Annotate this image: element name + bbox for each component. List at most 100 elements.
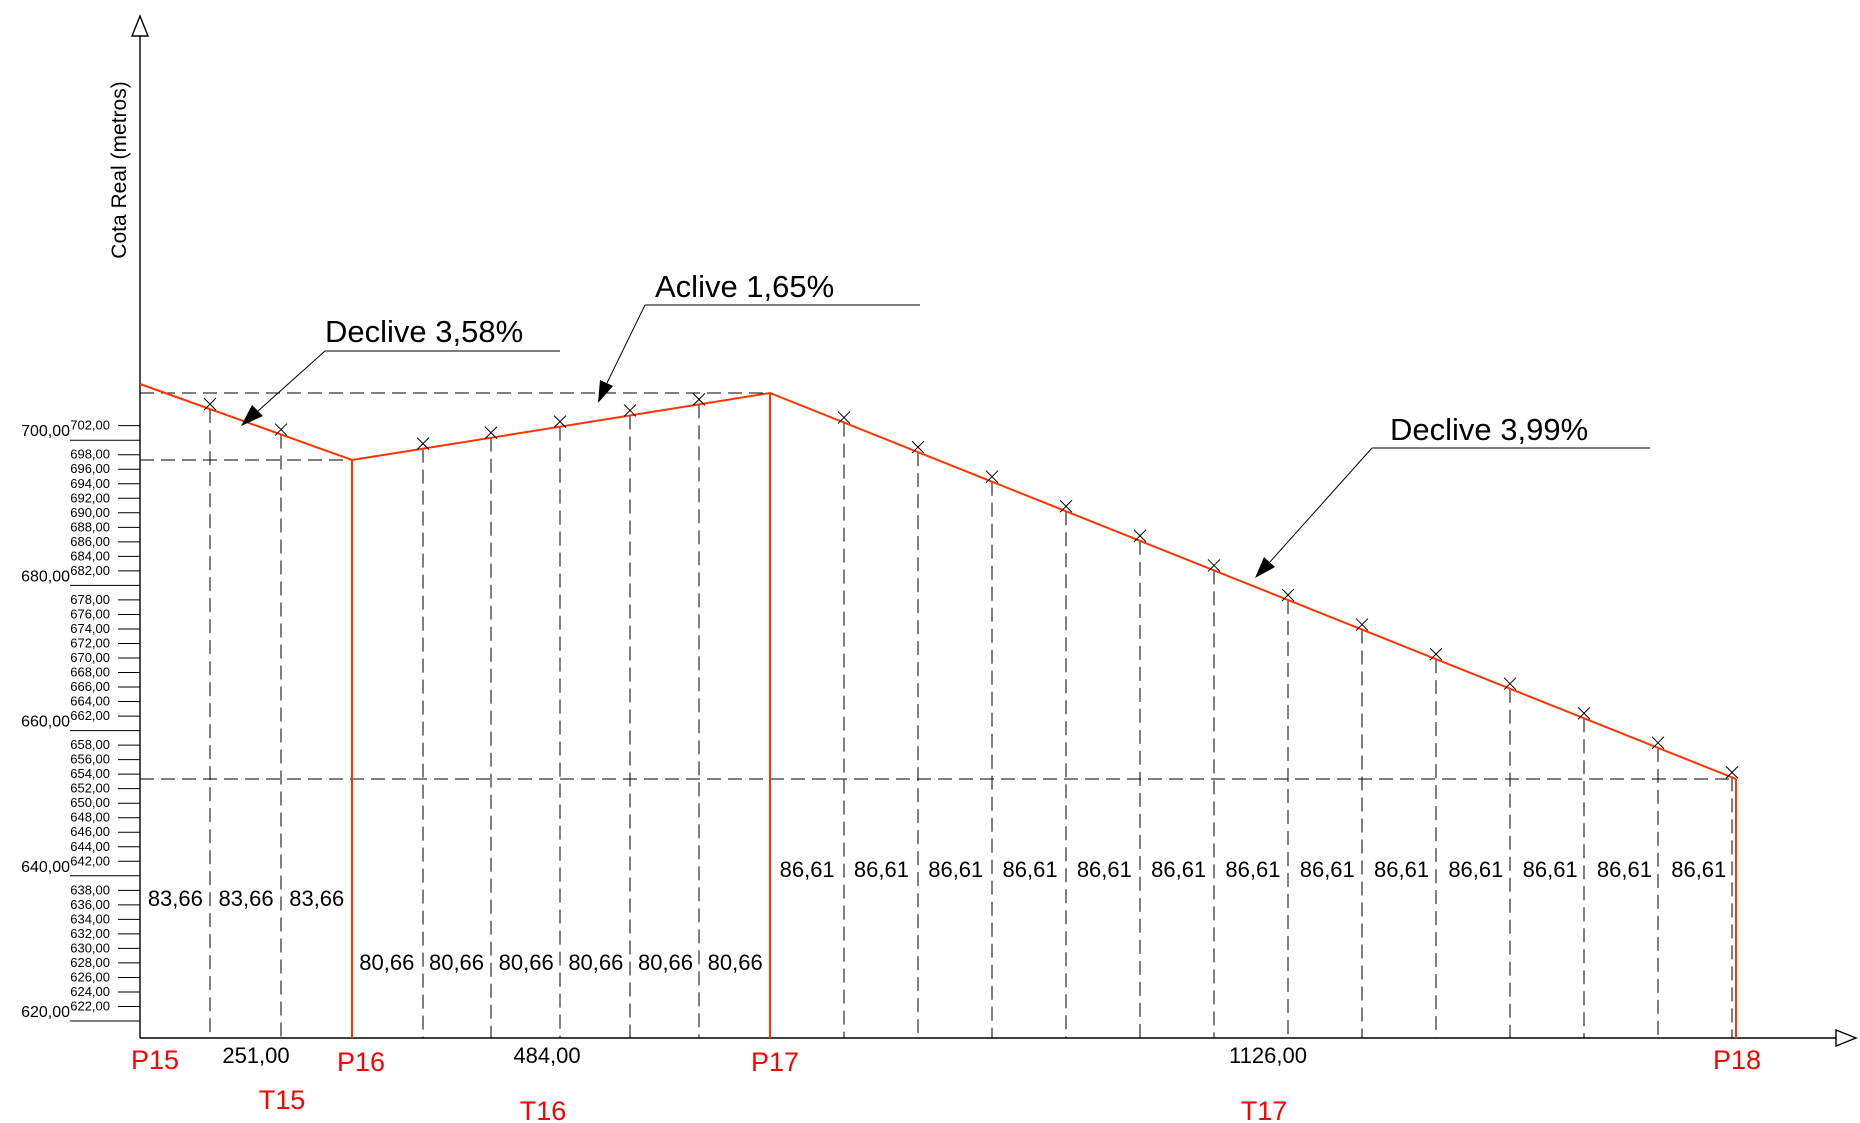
y-tick-label: 692,00	[70, 490, 110, 505]
callout-3-arrow-icon	[1255, 557, 1275, 578]
distance-label: 80,66	[638, 950, 693, 975]
station-mark-icon	[1207, 559, 1221, 572]
dashed-guides	[140, 392, 1736, 1038]
segment-label-t16: T16	[520, 1096, 567, 1123]
y-tick-label: 662,00	[70, 708, 110, 723]
y-tick-label: 650,00	[70, 795, 110, 810]
y-tick-label-major: 640,00	[21, 859, 70, 876]
station-mark-icon	[1281, 588, 1295, 602]
segment-length-t16: 484,00	[513, 1043, 580, 1068]
station-mark-icon	[1577, 706, 1591, 720]
y-tick-label: 638,00	[70, 882, 110, 897]
distance-label: 80,66	[568, 950, 623, 975]
station-mark-icon	[623, 404, 637, 417]
distance-label: 86,61	[1151, 857, 1206, 882]
y-tick-label: 636,00	[70, 897, 110, 912]
callout-2-arrow-icon	[598, 380, 613, 403]
station-mark-icon	[553, 415, 567, 429]
y-tick-label: 690,00	[70, 505, 110, 520]
distance-label: 86,61	[1225, 857, 1280, 882]
distance-label: 80,66	[359, 950, 414, 975]
callout-3-line	[1268, 447, 1373, 564]
station-marks	[203, 393, 1739, 779]
segment-length-t17: 1126,00	[1229, 1043, 1307, 1068]
distance-label: 86,61	[1300, 857, 1355, 882]
y-tick-label: 672,00	[70, 635, 110, 650]
distance-label: 86,61	[1374, 857, 1429, 882]
y-tick-label: 702,00	[70, 418, 110, 433]
y-tick-label: 622,00	[70, 998, 110, 1013]
y-tick-label: 642,00	[70, 853, 110, 868]
station-mark-icon	[274, 423, 288, 436]
station-labels: P15 P16 P17 P18 T15 T16 T17 251,00 484,0…	[131, 1043, 1761, 1123]
segment-label-t17: T17	[1241, 1096, 1288, 1123]
y-tick-label: 666,00	[70, 679, 110, 694]
station-mark-icon	[985, 470, 999, 484]
callout-1-arrow-icon	[241, 405, 263, 426]
distance-label: 83,66	[219, 886, 274, 911]
y-tick-label: 648,00	[70, 810, 110, 825]
distance-label: 86,61	[854, 857, 909, 882]
annotation-3: Declive 3,99%	[1390, 412, 1588, 447]
x-axis-arrow-icon	[1835, 1028, 1858, 1048]
y-tick-label: 628,00	[70, 955, 110, 970]
grade-callouts: Declive 3,58% Aclive 1,65% Declive 3,99%	[241, 269, 1650, 578]
y-tick-label-major: 700,00	[21, 423, 70, 440]
station-mark-icon	[1355, 618, 1369, 631]
y-tick-label: 696,00	[70, 461, 110, 476]
distance-labels: 83,66 83,66 83,66 80,66 80,66 80,66 80,66 80,66…	[148, 857, 1726, 975]
y-tick-label: 634,00	[70, 911, 110, 926]
annotation-2: Aclive 1,65%	[655, 269, 834, 304]
y-tick-label: 644,00	[70, 839, 110, 854]
y-tick-label: 670,00	[70, 650, 110, 665]
y-tick-label-major: 680,00	[21, 568, 70, 585]
y-tick-label: 668,00	[70, 665, 110, 680]
y-tick-label: 630,00	[70, 940, 110, 955]
station-mark-icon	[1133, 529, 1147, 543]
station-mark-icon	[837, 411, 851, 424]
distance-label: 86,61	[1523, 857, 1578, 882]
y-tick-label: 652,00	[70, 781, 110, 796]
station-mark-icon	[1725, 766, 1739, 779]
point-label-p16: P16	[337, 1047, 385, 1077]
y-ticks: 702,00 698,00696,00694,00692,00690,00688,…	[21, 418, 140, 1022]
point-label-p18: P18	[1713, 1045, 1761, 1075]
point-label-p17: P17	[751, 1047, 799, 1077]
y-tick-label-major: 620,00	[21, 1004, 70, 1021]
y-tick-label: 624,00	[70, 984, 110, 999]
y-tick-label: 678,00	[70, 592, 110, 607]
y-tick-label: 688,00	[70, 519, 110, 534]
y-tick-label: 654,00	[70, 766, 110, 781]
annotation-1: Declive 3,58%	[325, 314, 523, 349]
distance-label: 80,66	[429, 950, 484, 975]
profile-lines	[139, 383, 1737, 1038]
y-tick-label-major: 660,00	[21, 714, 70, 731]
station-mark-icon	[1059, 499, 1073, 513]
y-tick-label: 686,00	[70, 534, 110, 549]
distance-label: 83,66	[148, 886, 203, 911]
y-tick-label: 682,00	[70, 563, 110, 578]
y-axis-label: Cota Real (metros)	[108, 81, 131, 258]
station-mark-icon	[911, 440, 925, 454]
distance-label: 86,61	[928, 857, 983, 882]
y-tick-label: 694,00	[70, 476, 110, 491]
distance-label: 83,66	[289, 886, 344, 911]
y-tick-label: 698,00	[70, 447, 110, 462]
distance-label: 86,61	[1597, 857, 1652, 882]
station-mark-icon	[692, 393, 706, 406]
point-label-p15: P15	[131, 1045, 179, 1075]
y-tick-label: 684,00	[70, 548, 110, 563]
callout-2-line	[605, 304, 646, 386]
y-tick-label: 626,00	[70, 969, 110, 984]
station-mark-icon	[484, 426, 498, 440]
y-tick-label: 646,00	[70, 824, 110, 839]
y-tick-label: 658,00	[70, 737, 110, 752]
callout-1-line	[257, 350, 326, 412]
distance-label: 86,61	[1671, 857, 1726, 882]
distance-label: 80,66	[708, 950, 763, 975]
distance-label: 86,61	[1448, 857, 1503, 882]
axes: Cota Real (metros)	[108, 14, 1858, 1048]
y-tick-label: 632,00	[70, 926, 110, 941]
distance-label: 86,61	[780, 857, 835, 882]
